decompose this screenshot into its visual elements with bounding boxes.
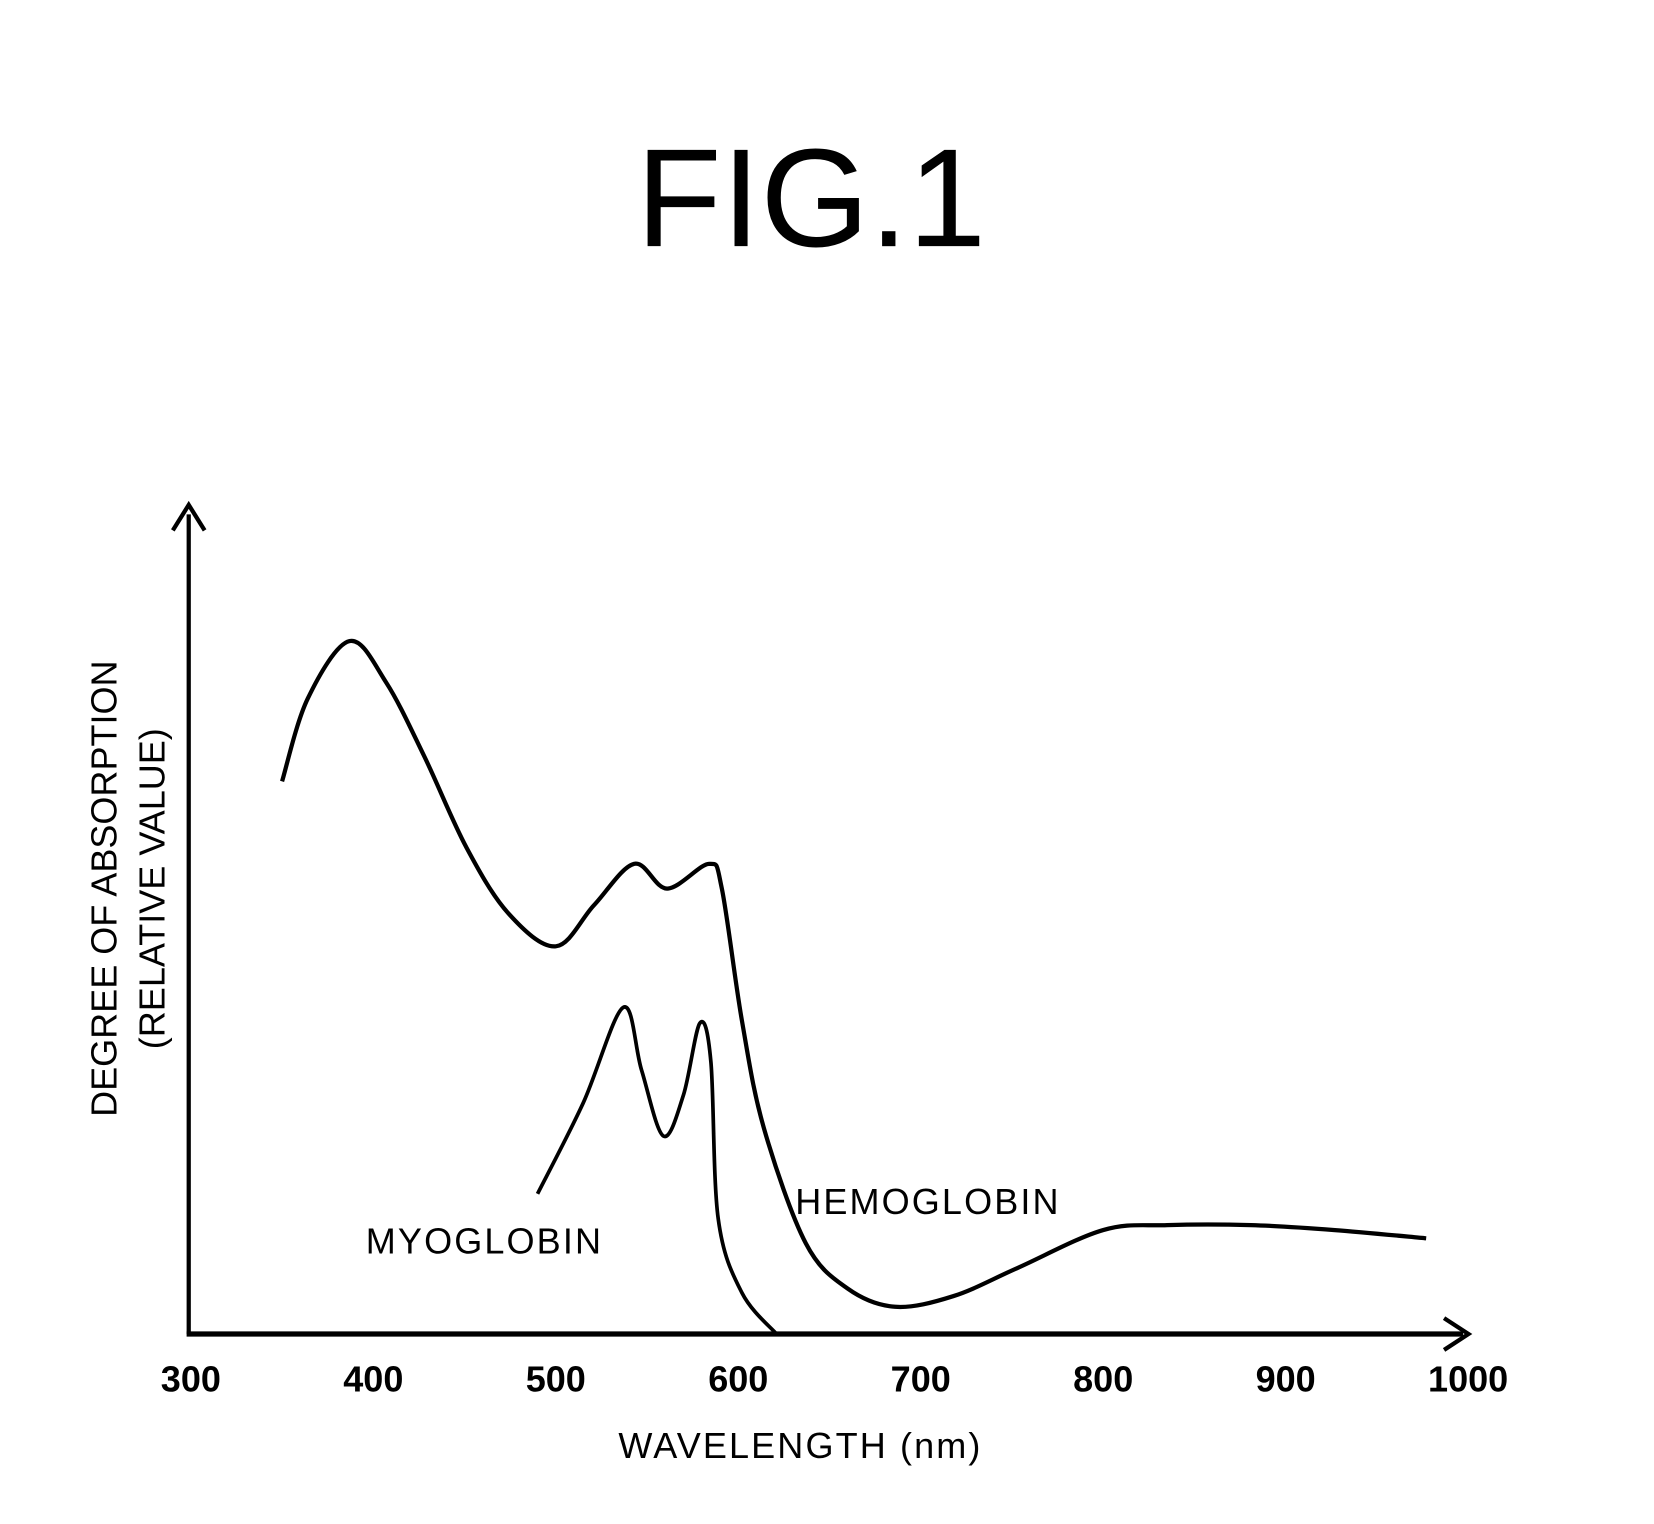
y-axis-label-sub: (RELATIVE VALUE) <box>131 728 172 1049</box>
y-axis <box>173 505 205 1334</box>
x-tick-label: 900 <box>1256 1358 1316 1399</box>
myoglobin-curve <box>538 1007 777 1334</box>
x-tick-label: 700 <box>891 1358 951 1399</box>
x-tick-label: 400 <box>343 1358 403 1399</box>
x-tick-label: 300 <box>161 1358 221 1399</box>
x-axis-label: WAVELENGTH (nm) <box>618 1425 982 1466</box>
x-tick-label: 600 <box>708 1358 768 1399</box>
y-axis-label: DEGREE OF ABSORPTION <box>84 660 125 1116</box>
myoglobin-label: MYOGLOBIN <box>366 1220 603 1261</box>
x-axis <box>187 1318 1469 1350</box>
chart: FIG.1 300 400 500 600 700 800 900 1000 WAVELENG… <box>0 0 1654 1524</box>
hemoglobin-label: HEMOGLOBIN <box>795 1181 1060 1222</box>
figure-title: FIG.1 <box>636 119 986 276</box>
x-tick-label: 800 <box>1073 1358 1133 1399</box>
x-tick-label: 500 <box>526 1358 586 1399</box>
x-tick-label: 1000 <box>1428 1358 1508 1399</box>
